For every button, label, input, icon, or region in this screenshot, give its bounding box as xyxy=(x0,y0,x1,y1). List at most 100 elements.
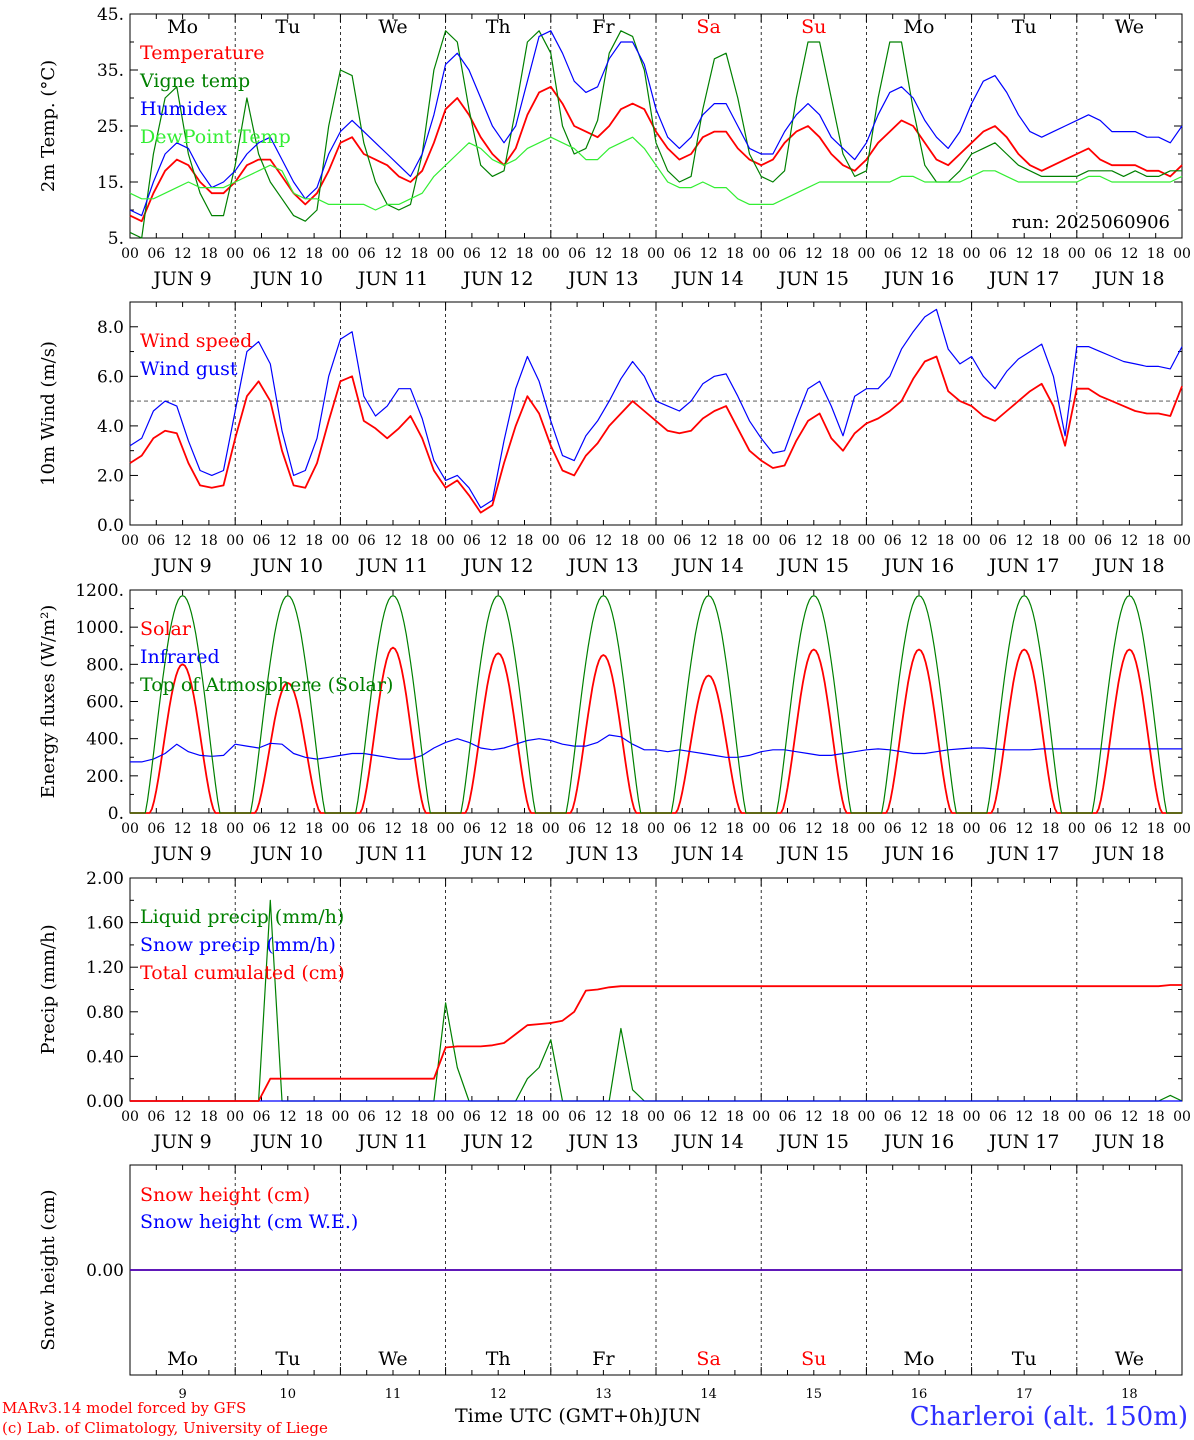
weekday-label: Mo xyxy=(904,16,935,38)
legend-entry: Solar xyxy=(140,618,192,640)
hour-tick-label: 18 xyxy=(1147,533,1165,549)
hour-tick-label: 06 xyxy=(779,1109,797,1125)
weekday-label: Mo xyxy=(167,16,198,38)
series-line-vigne-temp xyxy=(129,30,1182,239)
y-tick-label: 6.0 xyxy=(97,367,124,387)
hour-tick-label: 00 xyxy=(1173,1109,1191,1125)
hour-tick-label: 06 xyxy=(358,1109,376,1125)
hour-tick-label: 18 xyxy=(1042,246,1060,262)
date-label: JUN 11 xyxy=(356,268,428,290)
series-line-infrared xyxy=(130,734,1182,763)
hour-tick-label: 18 xyxy=(936,1109,954,1125)
date-label: JUN 16 xyxy=(882,843,954,865)
date-label: JUN 13 xyxy=(566,1131,638,1153)
legend-entry: Humidex xyxy=(140,98,227,120)
hour-tick-label: 18 xyxy=(621,246,639,262)
hour-tick-label: 06 xyxy=(147,821,165,837)
hour-tick-label: 06 xyxy=(463,821,481,837)
weekday-label: We xyxy=(378,16,407,38)
hour-tick-label: 12 xyxy=(384,246,402,262)
hour-tick-label: 00 xyxy=(1068,821,1086,837)
day-number-label: 14 xyxy=(700,1387,717,1400)
legend-entry: Wind speed xyxy=(140,330,252,352)
y-tick-label: 45. xyxy=(97,5,124,25)
hour-tick-label: 18 xyxy=(831,533,849,549)
hour-tick-label: 00 xyxy=(647,533,665,549)
hour-tick-label: 12 xyxy=(594,533,612,549)
hour-tick-label: 00 xyxy=(647,246,665,262)
hour-tick-label: 06 xyxy=(253,246,271,262)
hour-tick-label: 06 xyxy=(253,1109,271,1125)
hour-tick-label: 18 xyxy=(200,821,218,837)
hour-tick-label: 18 xyxy=(410,246,428,262)
hour-tick-label: 00 xyxy=(331,246,349,262)
series-line-total-cumulated-cm xyxy=(130,984,1182,1102)
weekday-label: Fr xyxy=(592,1348,615,1370)
series-line-top-of-atmosphere-solar xyxy=(130,595,1182,814)
plot-frame xyxy=(129,589,1183,814)
weekday-label: Tu xyxy=(1012,1348,1037,1370)
y-tick-label: 1200. xyxy=(75,581,124,601)
hour-tick-label: 06 xyxy=(989,1109,1007,1125)
hour-tick-label: 00 xyxy=(857,1109,875,1125)
date-label: JUN 15 xyxy=(777,555,849,577)
hour-tick-label: 00 xyxy=(331,533,349,549)
hour-tick-label: 12 xyxy=(910,1109,928,1125)
y-tick-label: 35. xyxy=(97,61,124,81)
hour-tick-label: 12 xyxy=(805,533,823,549)
date-label: JUN 13 xyxy=(566,555,638,577)
hour-tick-label: 12 xyxy=(174,821,192,837)
hour-tick-label: 18 xyxy=(936,246,954,262)
y-tick-label: 1000. xyxy=(75,618,124,638)
hour-tick-label: 06 xyxy=(1094,533,1112,549)
hour-tick-label: 12 xyxy=(910,533,928,549)
y-axis-title: Precip (mm/h) xyxy=(38,924,59,1054)
y-tick-label: 1.20 xyxy=(86,958,124,978)
date-label: JUN 13 xyxy=(566,843,638,865)
hour-tick-label: 18 xyxy=(831,821,849,837)
panel-2: 0.0 2.0 4.0 6.0 8.0 10m Wind (m/s) 00 06 12 18 00 0… xyxy=(38,301,1191,577)
hour-tick-label: 06 xyxy=(147,246,165,262)
hour-tick-label: 18 xyxy=(200,533,218,549)
hour-tick-label: 12 xyxy=(174,246,192,262)
y-tick-label: 25. xyxy=(97,117,124,137)
date-label: JUN 18 xyxy=(1092,268,1164,290)
legend-entry: Snow height (cm W.E.) xyxy=(140,1211,358,1233)
hour-tick-label: 12 xyxy=(1015,1109,1033,1125)
date-label: JUN 9 xyxy=(151,1131,211,1153)
hour-tick-label: 00 xyxy=(963,821,981,837)
hour-tick-label: 06 xyxy=(1094,1109,1112,1125)
weekday-label: Tu xyxy=(275,1348,300,1370)
hour-tick-label: 12 xyxy=(594,821,612,837)
hour-tick-label: 00 xyxy=(437,533,455,549)
hour-tick-label: 18 xyxy=(200,246,218,262)
panel-4: 0.00 0.40 0.80 1.20 1.60 2.00 Precip (mm/h) 00 0… xyxy=(38,869,1191,1153)
hour-tick-label: 00 xyxy=(857,821,875,837)
hour-tick-label: 18 xyxy=(1042,1109,1060,1125)
hour-tick-label: 06 xyxy=(989,533,1007,549)
hour-tick-label: 06 xyxy=(779,533,797,549)
day-number-label: 10 xyxy=(280,1387,297,1400)
hour-tick-label: 18 xyxy=(1147,821,1165,837)
hour-tick-label: 12 xyxy=(384,533,402,549)
date-label: JUN 18 xyxy=(1092,843,1164,865)
hour-tick-label: 12 xyxy=(700,246,718,262)
date-label: JUN 17 xyxy=(987,555,1059,577)
hour-tick-label: 00 xyxy=(752,821,770,837)
weekday-label: Mo xyxy=(904,1348,935,1370)
hour-tick-label: 18 xyxy=(305,246,323,262)
hour-tick-label: 06 xyxy=(884,821,902,837)
legend-entry: Vigne temp xyxy=(139,70,250,92)
hour-tick-label: 00 xyxy=(647,1109,665,1125)
y-tick-label: 2.00 xyxy=(86,869,124,889)
date-label: JUN 14 xyxy=(671,268,743,290)
hour-tick-label: 06 xyxy=(568,246,586,262)
hour-tick-label: 06 xyxy=(358,821,376,837)
day-number-label: 18 xyxy=(1121,1387,1138,1400)
date-label: JUN 10 xyxy=(251,843,323,865)
hour-tick-label: 18 xyxy=(1042,821,1060,837)
legend-entry: Total cumulated (cm) xyxy=(140,962,345,984)
hour-tick-label: 18 xyxy=(200,1109,218,1125)
date-label: JUN 18 xyxy=(1092,555,1164,577)
hour-tick-label: 00 xyxy=(963,533,981,549)
